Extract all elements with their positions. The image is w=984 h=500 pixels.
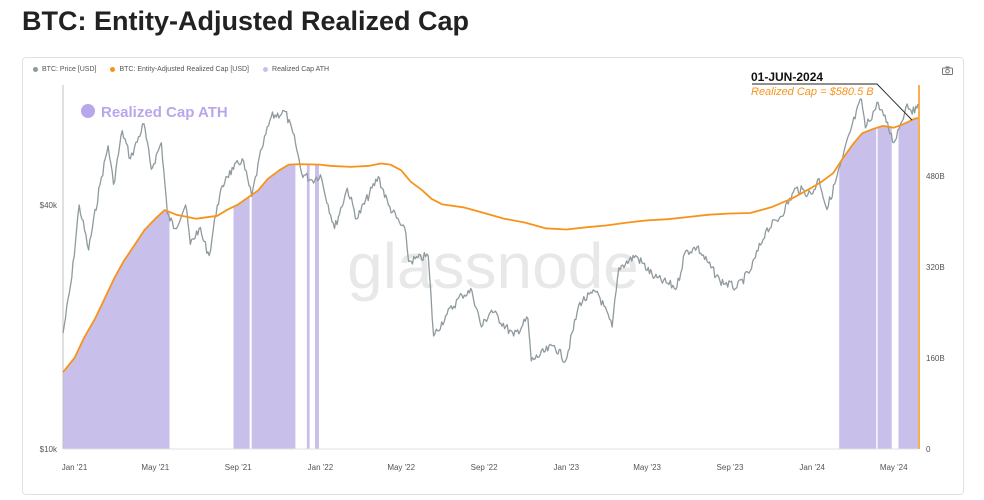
y-left-tick-labels: $10k $40k bbox=[40, 201, 58, 454]
ath-area-4 bbox=[315, 164, 319, 449]
page-title: BTC: Entity-Adjusted Realized Cap bbox=[22, 6, 470, 36]
x-tick-label: May '23 bbox=[633, 463, 661, 472]
ath-area-3 bbox=[306, 164, 310, 450]
price-series bbox=[62, 98, 919, 363]
legend-item-price[interactable]: BTC: Price [USD] bbox=[33, 66, 96, 73]
y-left-tick-label: $10k bbox=[40, 445, 58, 454]
y-left-tick-label: $40k bbox=[40, 201, 58, 210]
y-right-tick-labels: 0 160B 320B 480B bbox=[926, 172, 945, 454]
price-line bbox=[62, 98, 919, 363]
legend-item-realized-cap-ath[interactable]: Realized Cap ATH bbox=[263, 66, 329, 73]
x-tick-label: Sep '22 bbox=[471, 463, 498, 472]
y-right-tick-label: 160B bbox=[926, 354, 945, 363]
legend-label-price: BTC: Price [USD] bbox=[42, 66, 97, 73]
annotation-date: 01-JUN-2024 bbox=[751, 70, 823, 84]
chart-panel: BTC: Price [USD] BTC: Entity-Adjusted Re… bbox=[22, 57, 964, 495]
ath-area-0 bbox=[63, 210, 170, 449]
x-tick-labels: Jan '21 May '21 Sep '21 Jan '22 May '22 Sep '… bbox=[62, 463, 908, 472]
camera-icon[interactable] bbox=[942, 66, 953, 75]
x-tick-label: Jan '22 bbox=[308, 463, 334, 472]
ath-area-7 bbox=[898, 118, 918, 449]
x-tick-label: Jan '24 bbox=[799, 463, 825, 472]
watermark: glassnode bbox=[347, 230, 639, 302]
ath-badge-dot bbox=[81, 104, 95, 118]
annotation-value-text: Realized Cap = $580.5 B bbox=[751, 86, 874, 98]
legend: BTC: Price [USD] BTC: Entity-Adjusted Re… bbox=[33, 66, 329, 73]
x-tick-label: Sep '23 bbox=[717, 463, 744, 472]
ath-area-2 bbox=[251, 164, 296, 450]
legend-dot-realized-cap bbox=[110, 67, 116, 72]
ath-badge: Realized Cap ATH bbox=[81, 104, 228, 121]
realized-cap-line bbox=[62, 117, 919, 373]
y-right-tick-label: 320B bbox=[926, 263, 945, 272]
legend-dot-price bbox=[33, 67, 38, 72]
x-tick-label: May '22 bbox=[387, 463, 415, 472]
y-right-tick-label: 480B bbox=[926, 172, 945, 181]
ath-areas bbox=[63, 118, 918, 450]
x-tick-label: May '24 bbox=[880, 463, 908, 472]
y-right-tick-label: 0 bbox=[926, 445, 931, 454]
annotation: 01-JUN-2024 Realized Cap = $580.5 B bbox=[751, 70, 913, 121]
x-tick-label: Sep '21 bbox=[225, 463, 252, 472]
annotation-pointer bbox=[752, 83, 913, 121]
x-tick-label: Jan '23 bbox=[554, 463, 580, 472]
x-tick-label: May '21 bbox=[141, 463, 169, 472]
legend-dot-realized-cap-ath bbox=[263, 67, 269, 72]
legend-label-realized-cap: BTC: Entity-Adjusted Realized Cap [USD] bbox=[119, 66, 250, 73]
ath-area-1 bbox=[233, 196, 250, 449]
ath-badge-label: Realized Cap ATH bbox=[101, 104, 228, 121]
legend-label-realized-cap-ath: Realized Cap ATH bbox=[272, 66, 330, 73]
x-tick-label: Jan '21 bbox=[62, 463, 88, 472]
legend-item-realized-cap[interactable]: BTC: Entity-Adjusted Realized Cap [USD] bbox=[110, 66, 249, 73]
ath-area-6 bbox=[877, 126, 892, 449]
watermark-layer: glassnode bbox=[347, 230, 639, 302]
realized-cap-series bbox=[62, 117, 919, 373]
ath-area-5 bbox=[839, 128, 877, 449]
